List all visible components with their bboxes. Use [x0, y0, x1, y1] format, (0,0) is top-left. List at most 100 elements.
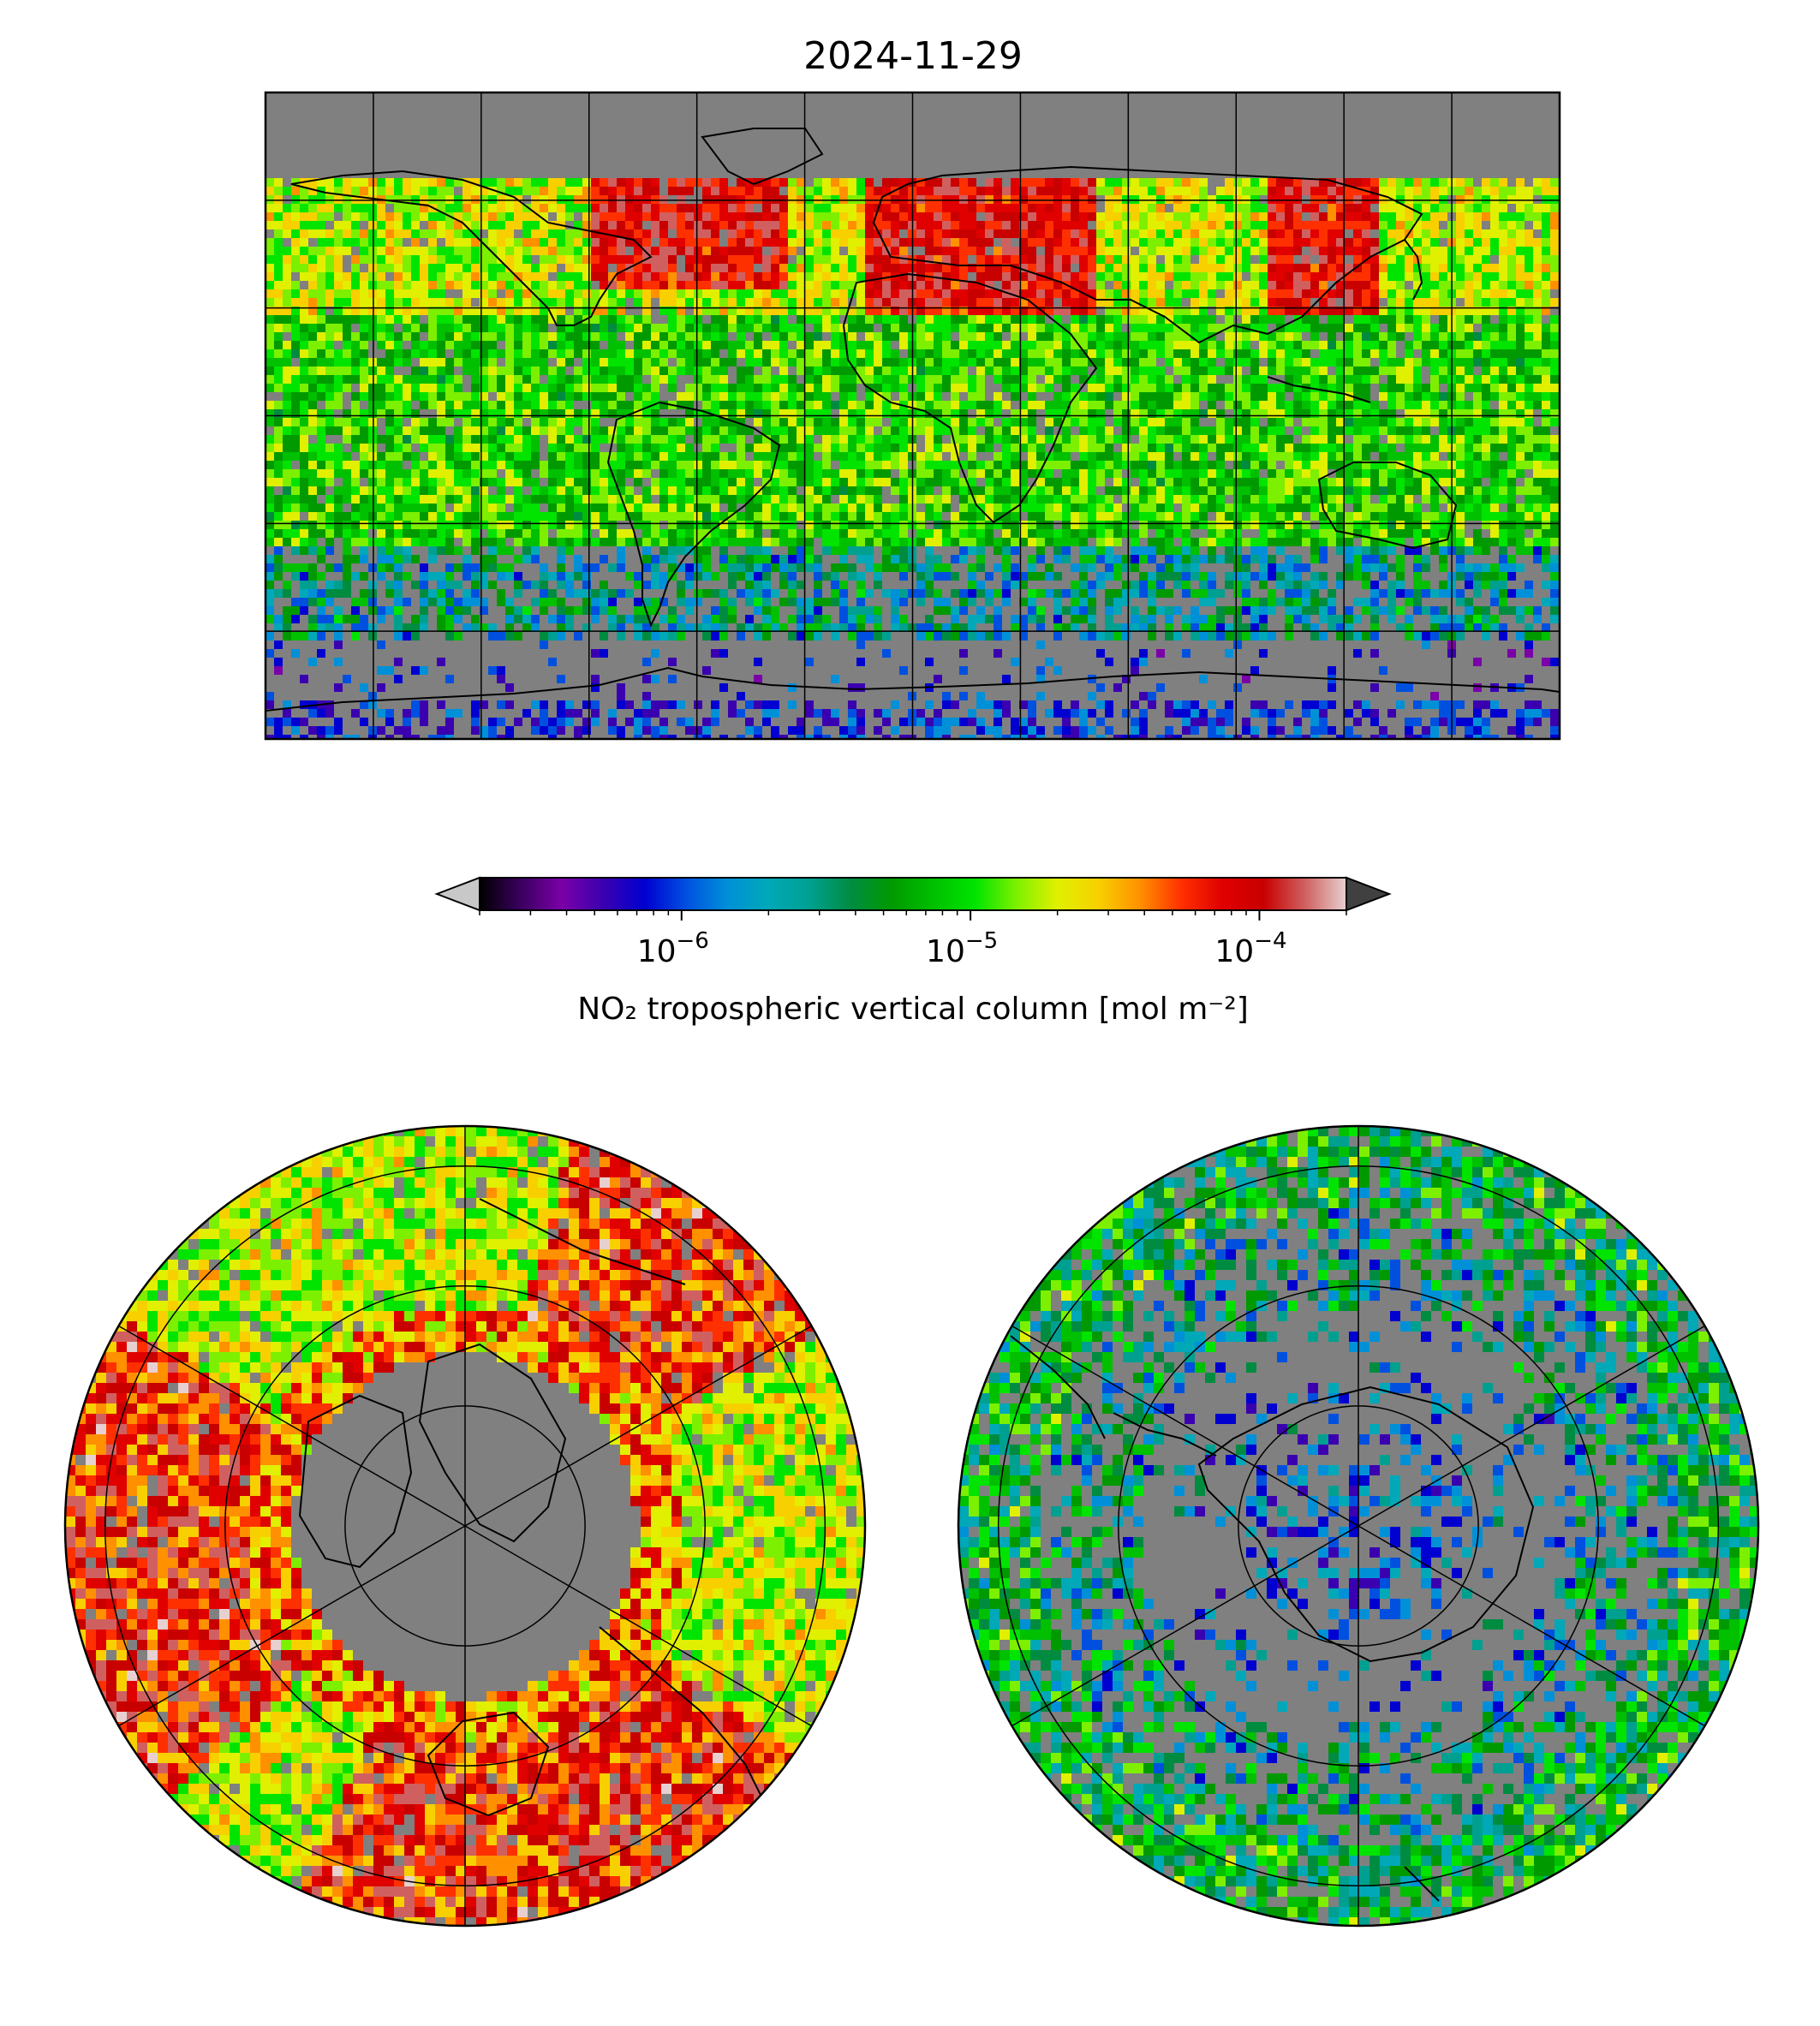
data-cell [1131, 315, 1139, 324]
data-cell [411, 221, 420, 229]
data-cell [291, 289, 300, 298]
data-cell [1250, 247, 1259, 255]
data-cell [856, 178, 865, 187]
data-cell [677, 349, 685, 358]
data-cell [1302, 289, 1310, 298]
data-cell [668, 195, 677, 204]
data-cell [1430, 127, 1439, 135]
data-cell [891, 281, 899, 289]
data-cell [677, 152, 685, 161]
data-cell [831, 187, 839, 195]
data-cell [694, 281, 702, 289]
data-cell [1482, 264, 1490, 272]
data-cell [394, 221, 403, 229]
data-cell [754, 272, 762, 281]
data-cell [1148, 101, 1156, 110]
data-cell [685, 238, 694, 247]
data-cell [976, 366, 985, 375]
data-cell [1190, 255, 1199, 264]
data-cell [462, 255, 471, 264]
data-cell [925, 366, 934, 375]
data-cell [343, 152, 351, 161]
data-cell [1216, 289, 1225, 298]
data-cell [1516, 238, 1525, 247]
data-cell [1328, 204, 1336, 212]
data-cell [1473, 324, 1482, 332]
data-cell [1353, 281, 1362, 289]
data-cell [848, 229, 856, 238]
data-cell [1096, 324, 1105, 332]
data-cell [1062, 349, 1071, 358]
data-cell [1293, 247, 1302, 255]
data-cell [1516, 92, 1525, 101]
data-cell [1105, 272, 1113, 281]
data-cell [317, 204, 325, 212]
data-cell [625, 255, 634, 264]
data-cell [274, 101, 283, 110]
data-cell [1242, 358, 1250, 366]
data-cell [1525, 247, 1533, 255]
data-cell [266, 187, 274, 195]
data-cell [1259, 315, 1268, 324]
data-cell [1139, 349, 1148, 358]
data-cell [377, 92, 385, 101]
data-cell [1507, 152, 1516, 161]
data-cell [437, 298, 445, 307]
data-cell [771, 221, 779, 229]
data-cell [266, 349, 274, 358]
data-cell [385, 178, 394, 187]
data-cell [831, 144, 839, 152]
data-cell [891, 92, 899, 101]
data-cell [788, 324, 797, 332]
data-cell [462, 170, 471, 178]
data-cell [694, 152, 702, 161]
data-cell [540, 92, 548, 101]
data-cell [505, 255, 514, 264]
data-cell [702, 349, 711, 358]
data-cell [1122, 272, 1131, 281]
data-cell [779, 255, 788, 264]
data-cell [839, 247, 848, 255]
data-cell [694, 358, 702, 366]
data-cell [1242, 92, 1250, 101]
data-cell [1216, 110, 1225, 118]
data-cell [779, 101, 788, 110]
data-cell [1011, 101, 1019, 110]
data-cell [1499, 127, 1507, 135]
data-cell [822, 110, 831, 118]
data-cell [1516, 101, 1525, 110]
data-cell [1302, 247, 1310, 255]
data-cell [634, 195, 642, 204]
data-cell [1259, 101, 1268, 110]
data-cell [403, 152, 411, 161]
data-cell [1062, 178, 1071, 187]
data-cell [600, 264, 608, 272]
data-cell [719, 178, 728, 187]
data-cell [1345, 229, 1353, 238]
data-cell [1190, 135, 1199, 144]
data-cell [856, 204, 865, 212]
data-cell [959, 101, 968, 110]
data-cell [865, 298, 874, 307]
data-cell [505, 101, 514, 110]
data-cell [702, 178, 711, 187]
data-cell [1053, 101, 1062, 110]
data-cell [1002, 272, 1011, 281]
data-cell [540, 289, 548, 298]
data-cell [617, 298, 625, 307]
data-cell [659, 92, 668, 101]
data-cell [1465, 238, 1473, 247]
data-cell [1165, 332, 1173, 341]
data-cell [1259, 110, 1268, 118]
data-cell [916, 212, 925, 221]
data-cell [1276, 289, 1285, 298]
data-cell [343, 341, 351, 349]
data-cell [839, 238, 848, 247]
data-cell [548, 212, 557, 221]
data-cell [1148, 161, 1156, 170]
data-cell [1208, 349, 1216, 358]
data-cell [617, 110, 625, 118]
data-cell [634, 289, 642, 298]
data-cell [471, 229, 480, 238]
data-cell [574, 229, 582, 238]
